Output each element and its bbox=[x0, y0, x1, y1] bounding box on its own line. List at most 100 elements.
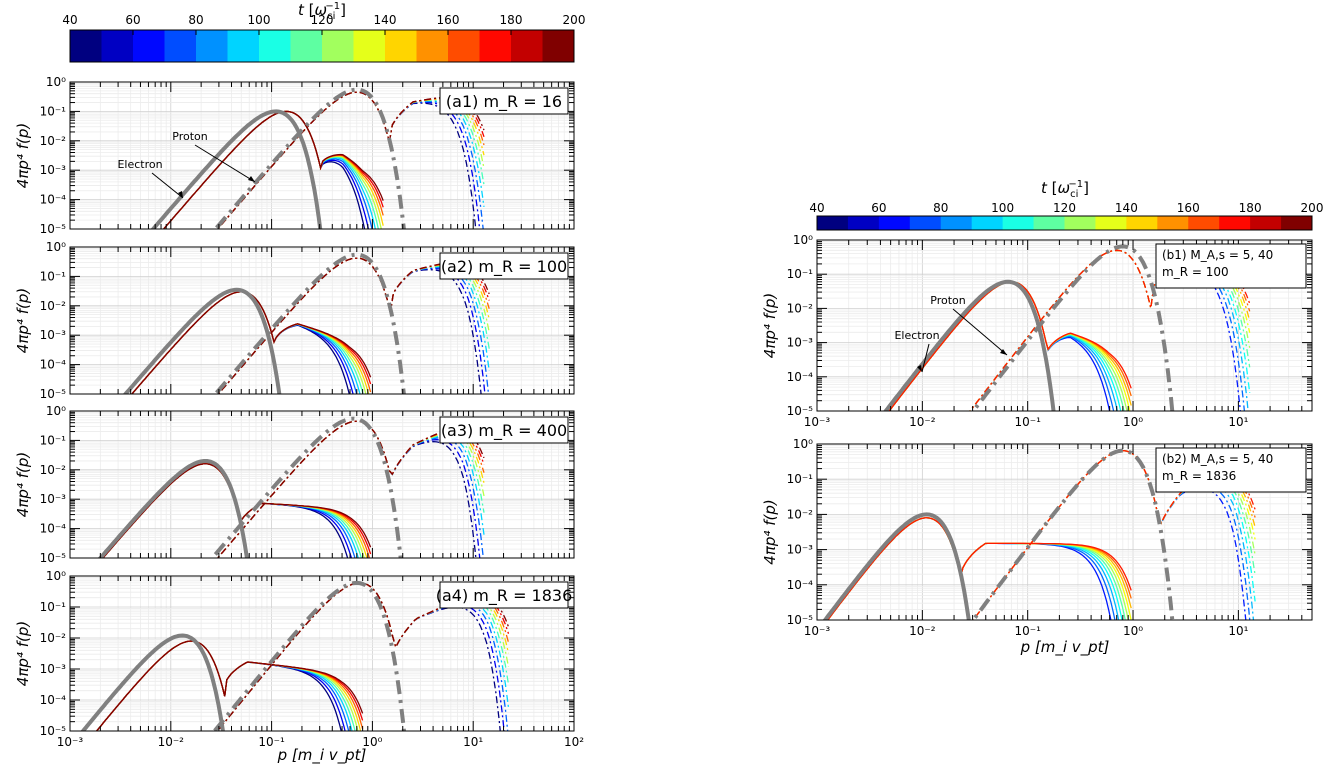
x-axis-label: p [m_i v_pt] bbox=[277, 746, 367, 765]
y-tick-label: 10⁻⁵ bbox=[40, 551, 67, 565]
colorbar-segment bbox=[448, 30, 480, 62]
colorbar-segment bbox=[196, 30, 228, 62]
y-tick-label: 10⁻⁴ bbox=[40, 522, 67, 536]
x-tick-label: 10⁻³ bbox=[804, 624, 831, 638]
y-tick-label: 10⁻⁴ bbox=[40, 358, 67, 372]
proton-spectrum-line bbox=[969, 249, 1251, 411]
y-tick-label: 10⁰ bbox=[46, 404, 66, 418]
electron-maxwellian-line bbox=[80, 633, 225, 731]
plot-frame bbox=[69, 81, 575, 230]
colorbar-segment bbox=[1219, 216, 1251, 230]
colorbar-segment bbox=[101, 30, 134, 62]
y-tick-label: 10⁻³ bbox=[40, 492, 67, 506]
annotation-proton: Proton bbox=[930, 294, 965, 307]
y-tick-label: 10⁻⁴ bbox=[787, 578, 814, 592]
y-axis-label: 4πp⁴ f(p) bbox=[14, 123, 32, 188]
panel-label-text: (b1) M_A,s = 5, 40 bbox=[1162, 248, 1273, 262]
y-tick-label: 10⁻² bbox=[787, 301, 814, 315]
y-axis-label: 4πp⁴ f(p) bbox=[14, 452, 32, 517]
x-tick-label: 10⁰ bbox=[1123, 624, 1143, 638]
y-tick-label: 10⁻¹ bbox=[40, 433, 67, 447]
proton-maxwellian-line bbox=[209, 416, 403, 558]
y-tick-label: 10⁻¹ bbox=[40, 269, 67, 283]
annotation-arrow bbox=[952, 308, 1008, 356]
axes: 10⁰ 10⁻¹ 10⁻² 10⁻³ 10⁻⁴ 10⁻⁵ bbox=[40, 404, 575, 565]
y-tick-label: 10⁻³ bbox=[40, 163, 67, 177]
electron-maxwellian-line bbox=[122, 287, 282, 394]
electron-maxwellian-line bbox=[822, 512, 971, 620]
y-tick-label: 10⁻⁵ bbox=[40, 222, 67, 236]
electron-spectrum-line bbox=[162, 110, 384, 229]
colorbar-tick-label: 140 bbox=[1115, 201, 1138, 215]
proton-maxwellian-line bbox=[211, 580, 407, 731]
y-tick-label: 10⁻⁴ bbox=[40, 193, 67, 207]
plot-frame bbox=[816, 443, 1313, 621]
colorbar-tick-label: 80 bbox=[933, 201, 948, 215]
y-tick-label: 10⁰ bbox=[46, 75, 66, 89]
electron-spectrum-line bbox=[826, 517, 1132, 620]
panel-label-box bbox=[1155, 243, 1307, 289]
colorbar-segment bbox=[542, 30, 575, 62]
panel-label-text: (a1) m_R = 16 bbox=[446, 92, 562, 112]
colorbar-segment bbox=[817, 216, 849, 230]
x-tick-label: 10¹ bbox=[1228, 415, 1248, 429]
y-axis-label: 4πp⁴ f(p) bbox=[761, 499, 779, 564]
plot-frame bbox=[69, 575, 575, 732]
colorbar-tick-label: 120 bbox=[311, 13, 334, 27]
electron-maxwellian-line bbox=[150, 109, 323, 229]
panel-label: (a4) m_R = 1836 bbox=[436, 581, 572, 609]
colorbar-tick-label: 120 bbox=[1053, 201, 1076, 215]
annotation-electron: Electron bbox=[894, 329, 939, 342]
colorbar-segment bbox=[70, 30, 102, 62]
x-tick-label: 10⁻² bbox=[909, 415, 936, 429]
colorbar-segment bbox=[1095, 216, 1127, 230]
annotation-arrowhead bbox=[178, 191, 183, 198]
panel-label-text: m_R = 1836 bbox=[1162, 469, 1236, 483]
colorbar-segment bbox=[1157, 216, 1189, 230]
annotation-arrowhead bbox=[917, 365, 922, 372]
x-tick-label: 10⁻² bbox=[909, 624, 936, 638]
panel-label-box bbox=[439, 416, 569, 444]
x-tick-label: 10⁰ bbox=[362, 735, 382, 749]
y-tick-label: 10⁻¹ bbox=[787, 472, 814, 486]
panel-label-text: m_R = 100 bbox=[1162, 265, 1229, 279]
colorbar-segment bbox=[133, 30, 165, 62]
x-tick-label: 10⁰ bbox=[1123, 415, 1143, 429]
annotations: Proton Electron bbox=[894, 294, 1008, 373]
proton-maxwellian-line bbox=[970, 448, 1175, 620]
panel-a1: 10⁰ 10⁻¹ 10⁻² 10⁻³ 10⁻⁴ 10⁻⁵ 4πp⁴ f(p) (a1) m_R… bbox=[14, 75, 575, 236]
y-tick-label: 10⁻³ bbox=[787, 336, 814, 350]
panel-label: (b1) M_A,s = 5, 40 m_R = 100 bbox=[1155, 243, 1307, 289]
y-tick-label: 10⁰ bbox=[793, 233, 813, 247]
y-tick-label: 10⁻² bbox=[40, 463, 67, 477]
y-tick-label: 10⁰ bbox=[46, 569, 66, 583]
colorbar-label: t [ωci−1] bbox=[298, 1, 346, 22]
proton-maxwellian-line bbox=[970, 244, 1175, 411]
colorbar-tick-label: 100 bbox=[248, 13, 271, 27]
colorbar-frame bbox=[816, 215, 1313, 231]
annotation-electron: Electron bbox=[117, 158, 162, 171]
colorbar-segment bbox=[1250, 216, 1282, 230]
colorbar-tick-label: 100 bbox=[991, 201, 1014, 215]
x-tick-label: 10² bbox=[564, 735, 584, 749]
annotation-arrowhead bbox=[1000, 349, 1007, 355]
colorbar-segment bbox=[416, 30, 449, 62]
colorbar-tick-label: 140 bbox=[374, 13, 397, 27]
y-tick-label: 10⁻⁵ bbox=[787, 404, 814, 418]
colorbar-segment bbox=[511, 30, 543, 62]
curves bbox=[883, 244, 1251, 411]
colorbar-segment bbox=[909, 216, 942, 230]
panel-label-box bbox=[439, 581, 569, 609]
annotation-arrow bbox=[921, 343, 930, 373]
y-axis-label: 4πp⁴ f(p) bbox=[14, 288, 32, 353]
axes: 10⁰ 10⁻¹ 10⁻² 10⁻³ 10⁻⁴ 10⁻⁵ bbox=[40, 240, 575, 401]
x-tick-label: 10¹ bbox=[1228, 624, 1248, 638]
y-axis-label: 4πp⁴ f(p) bbox=[14, 621, 32, 686]
plot-frame bbox=[69, 246, 575, 395]
colorbar-segment bbox=[1126, 216, 1158, 230]
y-tick-label: 10⁻² bbox=[40, 134, 67, 148]
proton-spectrum-line bbox=[216, 582, 510, 731]
